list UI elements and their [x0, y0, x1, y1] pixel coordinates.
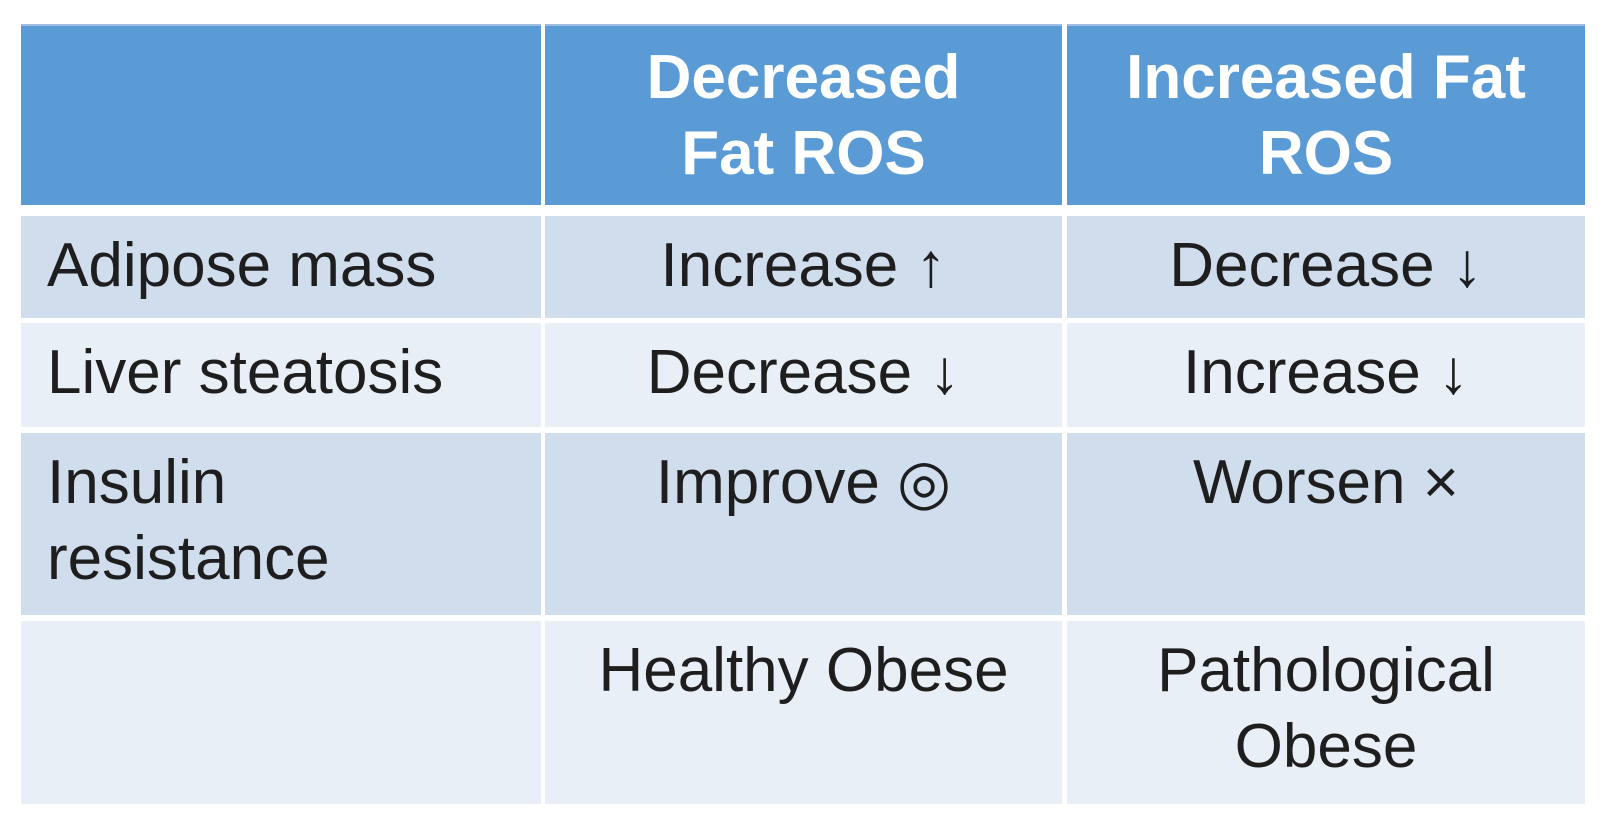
cell-liver-decreased-ros: Decrease ↓ — [545, 323, 1062, 427]
cell-adipose-decreased-ros: Increase ↑ — [545, 216, 1062, 318]
ros-comparison-table: Decreased Fat ROS Increased Fat ROS Adip… — [21, 24, 1585, 804]
row-label-adipose-mass: Adipose mass — [21, 216, 541, 318]
cell-liver-increased-ros: Increase ↓ — [1067, 323, 1585, 427]
row-label-insulin-resistance: Insulin resistance — [21, 433, 541, 615]
header-empty-cell — [21, 24, 541, 205]
header-line-2: ROS — [1258, 119, 1394, 188]
row-label-liver-steatosis: Liver steatosis — [21, 323, 541, 427]
row-label-empty — [21, 621, 541, 804]
cell-pathological-obese: Pathological Obese — [1067, 621, 1585, 804]
header-decreased-fat-ros: Decreased Fat ROS — [545, 24, 1062, 205]
table-row-adipose-mass: Adipose mass Increase ↑ Decrease ↓ — [21, 216, 1585, 318]
cell-insulin-increased-ros: Worsen × — [1067, 433, 1585, 615]
table-row-liver-steatosis: Liver steatosis Decrease ↓ Increase ↓ — [21, 323, 1585, 427]
header-increased-fat-ros: Increased Fat ROS — [1067, 24, 1585, 205]
table-row-insulin-resistance: Insulin resistance Improve ◎ Worsen × — [21, 433, 1585, 615]
table-row-summary: Healthy Obese Pathological Obese — [21, 621, 1585, 804]
cell-healthy-obese: Healthy Obese — [545, 621, 1062, 804]
table-header-row: Decreased Fat ROS Increased Fat ROS — [21, 24, 1585, 205]
header-line-2: Fat ROS — [681, 119, 926, 188]
cell-adipose-increased-ros: Decrease ↓ — [1067, 216, 1585, 318]
header-line-1: Decreased — [646, 43, 961, 112]
header-line-1: Increased Fat — [1126, 43, 1526, 112]
cell-insulin-decreased-ros: Improve ◎ — [545, 433, 1062, 615]
